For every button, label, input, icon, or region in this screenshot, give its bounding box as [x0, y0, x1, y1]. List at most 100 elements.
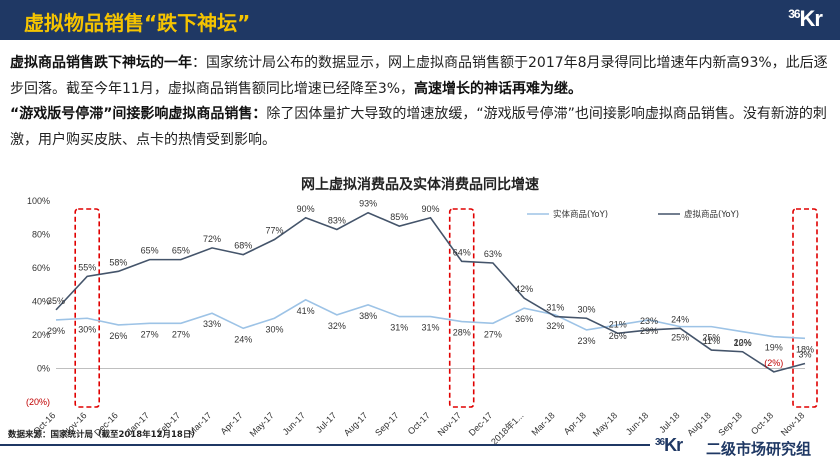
- data-label: 68%: [234, 241, 252, 251]
- y-tick-label: (20%): [26, 397, 50, 407]
- data-label: 31%: [421, 323, 439, 333]
- data-label: 23%: [578, 336, 596, 346]
- x-tick-label: Nov-18: [779, 410, 807, 438]
- data-label: 90%: [421, 204, 439, 214]
- x-tick-label: May-17: [248, 410, 276, 438]
- body-text: 虚拟商品销售跌下神坛的一年：国家统计局公布的数据显示，网上虚拟商品销售额于201…: [10, 51, 830, 153]
- header-bar: 虚拟物品销售“跌下神坛” 36Kr: [0, 0, 840, 40]
- paragraph-2: “游戏版号停滞”间接影响虚拟商品销售：除了因体量扩大导致的增速放缓，“游戏版号停…: [10, 102, 830, 153]
- y-tick-label: 60%: [32, 263, 50, 273]
- series-lines: [55, 211, 806, 373]
- data-label: 19%: [765, 343, 783, 353]
- data-label: 64%: [453, 247, 471, 257]
- x-tick-label: Oct-17: [406, 410, 432, 436]
- x-tick-label: Jun-17: [281, 410, 308, 437]
- highlight-box: [448, 208, 475, 408]
- data-label: 27%: [172, 329, 190, 339]
- data-label: 38%: [359, 311, 377, 321]
- paragraph-1-conclusion: 高速增长的神话再难为继。: [414, 80, 583, 97]
- data-label: 72%: [203, 234, 221, 244]
- data-label: 25%: [671, 333, 689, 343]
- data-label: 63%: [484, 249, 502, 259]
- footer-logo-36kr: 36Kr: [655, 435, 683, 455]
- footer-divider: [0, 444, 650, 446]
- x-tick-label: Sep-17: [373, 410, 401, 438]
- data-label: 32%: [328, 321, 346, 331]
- highlight-box: [792, 208, 818, 408]
- data-label: 77%: [265, 226, 283, 236]
- data-label: 30%: [578, 304, 596, 314]
- x-tick-label: Aug-17: [342, 410, 370, 438]
- x-tick-label: Mar-18: [530, 410, 557, 437]
- y-tick-label: 100%: [27, 196, 50, 206]
- data-label: 58%: [109, 257, 127, 267]
- data-label: 26%: [609, 331, 627, 341]
- data-label: 11%: [703, 336, 720, 346]
- paragraph-1-text: ：国家统计局公布的数据显示，网上虚拟商品销售额于2017年8月录得同比增速年内新…: [10, 55, 828, 97]
- data-label: 18%: [796, 344, 814, 354]
- x-tick-label: Aug-18: [685, 410, 713, 438]
- y-tick-label: 80%: [32, 230, 50, 240]
- paragraph-2-lead: “游戏版号停滞”间接影响虚拟商品销售：: [10, 106, 267, 122]
- data-label: 65%: [172, 246, 190, 256]
- data-label: 27%: [141, 329, 159, 339]
- paragraph-2-text: 除了因体量扩大导致的增速放缓，“游戏版号停滞”也间接影响虚拟商品销售。没有新游的…: [10, 106, 827, 148]
- data-label: 29%: [47, 326, 65, 336]
- data-label: 31%: [546, 303, 564, 313]
- chart-title: 网上虚拟消费品及实体消费品同比增速: [301, 177, 539, 193]
- data-label: 25%: [702, 333, 720, 343]
- x-tick-label: Sep-18: [716, 410, 744, 438]
- y-axis: (20%) 0% 20% 40% 60% 80% 100%: [26, 196, 50, 407]
- logo-36kr: 36Kr: [788, 6, 823, 31]
- data-label: 31%: [390, 323, 408, 333]
- data-label: 29%: [640, 326, 658, 336]
- x-tick-label: Apr-17: [218, 410, 244, 436]
- paragraph-1: 虚拟商品销售跌下神坛的一年：国家统计局公布的数据显示，网上虚拟商品销售额于201…: [10, 51, 830, 102]
- data-label: 22%: [734, 338, 752, 348]
- x-tick-label: Nov-17: [436, 410, 464, 438]
- y-tick-label: 40%: [32, 297, 50, 307]
- highlight-boxes: [74, 208, 818, 408]
- data-label: 24%: [671, 314, 689, 324]
- chart-legend: 实体商品(YoY) 虚拟商品(YoY): [527, 209, 739, 220]
- data-label: 41%: [297, 306, 315, 316]
- data-label: 27%: [484, 329, 502, 339]
- data-label: 30%: [78, 324, 96, 334]
- data-label: 24%: [234, 334, 252, 344]
- data-label: 28%: [453, 328, 471, 338]
- data-label: 93%: [359, 199, 377, 209]
- x-tick-label: Jul-17: [314, 410, 338, 434]
- data-label: (2%): [764, 358, 783, 368]
- data-label: 85%: [390, 212, 408, 222]
- data-label: 55%: [78, 262, 96, 272]
- x-tick-label: Jul-18: [657, 410, 681, 434]
- data-label: 10%: [734, 338, 752, 348]
- legend-label: 虚拟商品(YoY): [684, 209, 739, 220]
- series-line-physical: [55, 298, 806, 340]
- data-label: 23%: [640, 316, 658, 326]
- x-tick-label: Apr-18: [562, 410, 588, 436]
- data-label: 32%: [546, 321, 564, 331]
- x-tick-label: May-18: [591, 410, 619, 438]
- source-note: 数据来源：国家统计局（截至2018年12月18日）: [8, 430, 200, 440]
- y-tick-label: 20%: [32, 330, 50, 340]
- data-label: 65%: [141, 246, 159, 256]
- paragraph-1-lead: 虚拟商品销售跌下神坛的一年: [10, 55, 192, 71]
- footer-brand: 二级市场研究组: [706, 440, 812, 458]
- data-label: 21%: [609, 319, 627, 329]
- highlight-box: [74, 208, 101, 408]
- data-label: 30%: [265, 324, 283, 334]
- data-labels: 29% 30% 26% 27% 27% 33% 24% 30% 41% 32% 38% 31% 31% 2…: [47, 199, 814, 368]
- series-line-virtual: [55, 211, 806, 373]
- data-label: 90%: [297, 204, 315, 214]
- x-tick-label: Oct-18: [749, 410, 775, 436]
- data-label: 26%: [109, 331, 127, 341]
- x-tick-label: Dec-17: [467, 410, 495, 438]
- page-title: 虚拟物品销售“跌下神坛”: [24, 11, 251, 35]
- data-label: 3%: [798, 349, 811, 359]
- x-tick-label: Jun-18: [624, 410, 651, 437]
- x-tick-label: 2018年1...: [488, 410, 525, 447]
- data-label: 36%: [515, 314, 533, 324]
- legend-label: 实体商品(YoY): [553, 209, 608, 220]
